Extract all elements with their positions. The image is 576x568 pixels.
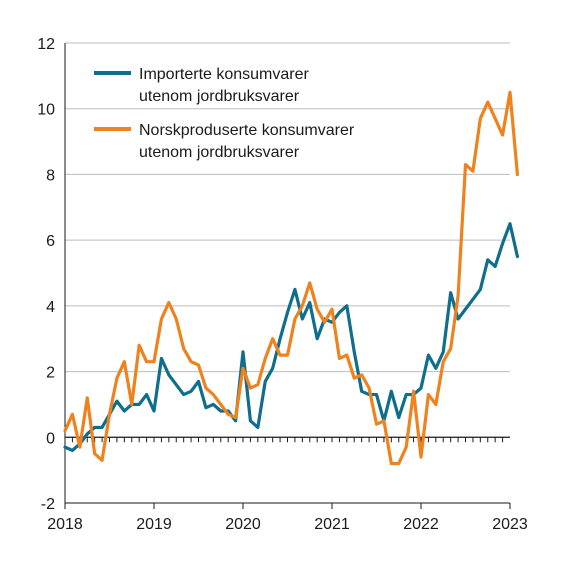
x-tick-label: 2021 — [314, 516, 350, 533]
x-tick-label: 2018 — [47, 516, 83, 533]
legend-label-norskproduserte-line-1: Norskproduserte konsumvarer — [139, 122, 355, 139]
x-tick-label: 2020 — [225, 516, 261, 533]
series-lines — [63, 90, 520, 466]
legend-label-importerte-line-1: Importerte konsumvarer — [139, 66, 310, 83]
x-tick-label: 2019 — [136, 516, 172, 533]
legend-label-importerte-line-2: utenom jordbruksvarer — [139, 88, 300, 105]
y-axis-tick-labels: -2 0 2 4 6 8 10 12 — [37, 36, 55, 513]
y-tick-label: 12 — [37, 36, 55, 53]
y-tick-label: 6 — [46, 233, 55, 250]
y-tick-label: -2 — [41, 496, 55, 513]
y-tick-label: 4 — [46, 299, 55, 316]
x-axis: 2018 2019 2020 2021 2022 2023 — [47, 437, 528, 533]
gridlines — [64, 42, 510, 504]
y-tick-label: 2 — [46, 365, 55, 382]
x-tick-label: 2023 — [492, 516, 528, 533]
y-tick-label: 8 — [46, 167, 55, 184]
legend-label-norskproduserte-line-2: utenom jordbruksvarer — [139, 144, 300, 161]
legend: Importerte konsumvarer utenom jordbruksv… — [94, 66, 355, 161]
y-tick-label: 0 — [46, 430, 55, 447]
y-tick-label: 10 — [37, 102, 55, 119]
series-line-importerte — [63, 222, 520, 453]
x-tick-label: 2022 — [403, 516, 439, 533]
series-line-norskproduserte — [63, 90, 520, 466]
